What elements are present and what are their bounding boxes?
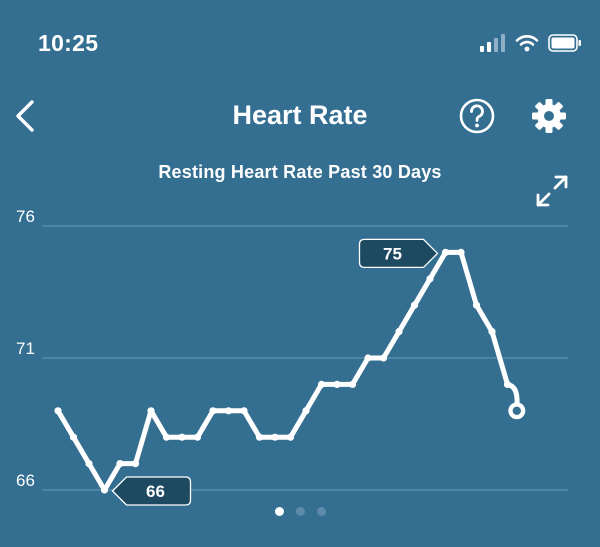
data-point [333, 380, 341, 388]
data-point [472, 301, 481, 309]
data-point [286, 433, 295, 441]
data-point [255, 433, 264, 441]
status-time: 10:25 [38, 30, 99, 56]
page-dot[interactable] [295, 507, 305, 516]
data-point [317, 380, 326, 388]
data-point [178, 433, 186, 441]
y-tick-label: 76 [16, 207, 35, 226]
data-point [503, 380, 512, 388]
back-button[interactable] [10, 96, 40, 136]
data-point [441, 248, 450, 256]
data-point [85, 460, 93, 468]
page-dot[interactable] [274, 507, 284, 516]
data-point [69, 433, 78, 441]
nav-bar: Heart Rate [0, 88, 600, 142]
data-point [162, 433, 171, 441]
data-point [379, 354, 388, 362]
data-point [488, 328, 496, 336]
page-indicator [0, 507, 600, 516]
data-point [209, 407, 217, 415]
y-tick-label: 66 [16, 471, 35, 490]
wifi-icon [515, 35, 539, 52]
battery-icon [548, 34, 581, 52]
callout-box-min [111, 476, 192, 506]
data-point [240, 407, 248, 415]
data-point [224, 407, 233, 415]
data-point [348, 380, 357, 388]
page-title: Heart Rate [232, 100, 368, 130]
data-point [116, 460, 124, 468]
help-icon[interactable] [458, 97, 496, 135]
data-point [457, 248, 465, 256]
page-dot[interactable] [316, 507, 326, 516]
callout-label-min: 66 [146, 482, 165, 501]
gear-icon[interactable] [530, 97, 568, 135]
callout-label-max: 75 [383, 244, 402, 263]
data-point [410, 301, 419, 309]
status-bar: 10:25 [0, 0, 600, 80]
data-point [364, 354, 372, 362]
data-point [395, 328, 403, 336]
expand-icon[interactable] [533, 172, 571, 210]
data-point [131, 460, 140, 468]
data-point [302, 407, 310, 415]
callout-box-max [358, 238, 439, 269]
data-point [426, 275, 434, 283]
series-line [55, 249, 520, 493]
data-point [100, 486, 109, 494]
chart-title: Resting Heart Rate Past 30 Days [158, 162, 442, 182]
data-point [147, 407, 155, 415]
data-point [54, 407, 62, 415]
status-icons [480, 33, 582, 53]
data-point [193, 433, 202, 441]
current-point-marker-center [512, 406, 521, 415]
y-tick-label: 71 [16, 339, 35, 358]
cellular-signal-icon [480, 34, 505, 52]
data-point [271, 433, 279, 441]
